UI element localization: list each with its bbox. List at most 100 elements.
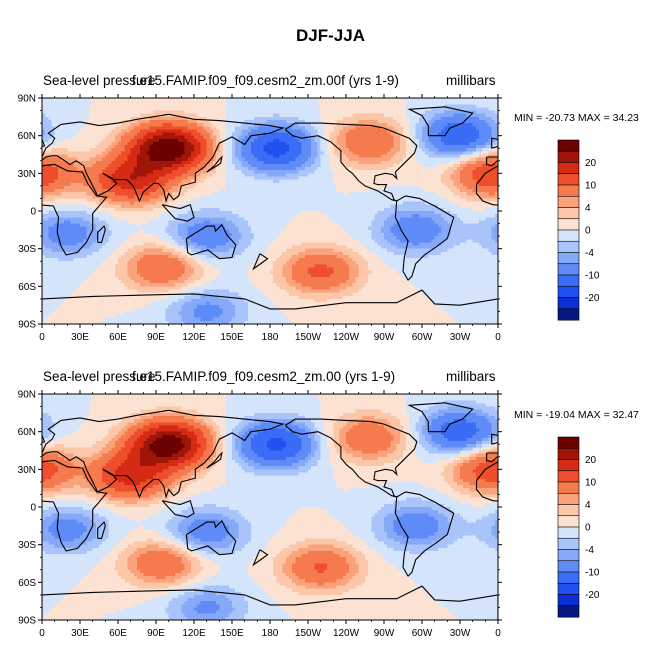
colorbar-swatch bbox=[557, 207, 580, 220]
colorbar-swatch bbox=[557, 139, 580, 152]
panel2-map: 0 30E 60E 90E 120E 150E 180 150W 120W 90W 60W 30W 09… bbox=[18, 390, 502, 639]
colorbar-label: -10 bbox=[585, 568, 600, 579]
y-tick-label: 60N bbox=[18, 427, 36, 438]
y-tick-label: 90N bbox=[18, 390, 36, 401]
panel2-left-label: Sea-level pressure bbox=[43, 369, 156, 384]
colorbar-swatch bbox=[557, 436, 580, 449]
colorbar-swatch bbox=[557, 285, 580, 298]
colorbar-swatch bbox=[557, 218, 580, 231]
colorbar-label: -20 bbox=[585, 590, 600, 601]
x-tick-label: 90E bbox=[147, 628, 165, 639]
panel1-left-label: Sea-level pressure bbox=[43, 73, 156, 88]
x-tick-label: 120W bbox=[333, 628, 360, 639]
y-tick-label: 90S bbox=[18, 616, 36, 627]
x-tick-label: 0 bbox=[495, 332, 501, 343]
colorbar-swatch bbox=[557, 297, 580, 310]
panel1-right-label: millibars bbox=[446, 73, 496, 88]
colorbar-swatch bbox=[557, 571, 580, 584]
colorbar-swatch bbox=[557, 582, 580, 595]
colorbar-swatch bbox=[557, 173, 580, 186]
x-tick-label: 120W bbox=[333, 332, 360, 343]
colorbar-label: -20 bbox=[585, 293, 600, 304]
panel1-map: 0 30E 60E 90E 120E 150E 180 150W 120W 90W 60W 30W 09… bbox=[18, 94, 502, 343]
colorbar-swatch bbox=[557, 162, 580, 175]
colorbar-swatch bbox=[557, 459, 580, 472]
panel1-minmax: MIN = -20.73 MAX = 34.23 bbox=[514, 112, 639, 124]
panel1-colorbar: 20 10 4 0 -4 -10 -20 bbox=[557, 139, 600, 321]
y-tick-label: 90N bbox=[18, 94, 36, 105]
colorbar-label: 4 bbox=[585, 500, 591, 511]
y-tick-label: 30S bbox=[18, 540, 36, 551]
x-tick-label: 180 bbox=[262, 628, 279, 639]
figure-title: DJF-JJA bbox=[0, 26, 661, 46]
colorbar-swatch bbox=[557, 504, 580, 517]
x-tick-label: 60W bbox=[412, 628, 433, 639]
panel2-colorbar: 20 10 4 0 -4 -10 -20 bbox=[557, 436, 600, 618]
x-tick-label: 0 bbox=[39, 628, 45, 639]
x-tick-label: 30W bbox=[450, 332, 471, 343]
colorbar-label: 0 bbox=[585, 226, 591, 237]
colorbar-swatch bbox=[557, 274, 580, 287]
colorbar-label: -4 bbox=[585, 545, 594, 556]
x-tick-label: 150E bbox=[220, 628, 244, 639]
colorbar-swatch bbox=[557, 492, 580, 505]
colorbar-label: 4 bbox=[585, 203, 591, 214]
colorbar-swatch bbox=[557, 195, 580, 208]
y-tick-label: 60S bbox=[18, 578, 36, 589]
x-tick-label: 0 bbox=[39, 332, 45, 343]
colorbar-swatch bbox=[557, 470, 580, 483]
colorbar-label: 10 bbox=[585, 478, 597, 489]
panel2-center-label: f.e15.FAMIP.f09_f09.cesm2_zm.00 (yrs 1-9… bbox=[132, 369, 395, 384]
x-tick-label: 30E bbox=[71, 332, 89, 343]
colorbar-swatch bbox=[557, 526, 580, 539]
x-tick-label: 90W bbox=[374, 332, 395, 343]
x-tick-label: 30W bbox=[450, 628, 471, 639]
y-tick-label: 30N bbox=[18, 169, 36, 180]
x-tick-label: 120E bbox=[182, 332, 206, 343]
x-tick-label: 90W bbox=[374, 628, 395, 639]
y-tick-label: 0 bbox=[30, 503, 36, 514]
colorbar-swatch bbox=[557, 150, 580, 163]
colorbar-swatch bbox=[557, 252, 580, 265]
y-tick-label: 0 bbox=[30, 207, 36, 218]
colorbar-swatch bbox=[557, 481, 580, 494]
x-tick-label: 90E bbox=[147, 332, 165, 343]
colorbar-swatch bbox=[557, 594, 580, 607]
coastlines bbox=[42, 402, 498, 620]
colorbar-swatch bbox=[557, 549, 580, 562]
colorbar-swatch bbox=[557, 605, 580, 618]
colorbar-swatch bbox=[557, 240, 580, 253]
x-tick-label: 30E bbox=[71, 628, 89, 639]
y-tick-label: 90S bbox=[18, 320, 36, 331]
y-tick-label: 60N bbox=[18, 131, 36, 142]
colorbar-swatch bbox=[557, 447, 580, 460]
panel1-center-label: f.e15.FAMIP.f09_f09.cesm2_zm.00f (yrs 1-… bbox=[132, 73, 399, 88]
colorbar-swatch bbox=[557, 263, 580, 276]
colorbar-label: -4 bbox=[585, 248, 594, 259]
x-tick-label: 0 bbox=[495, 628, 501, 639]
colorbar-swatch bbox=[557, 560, 580, 573]
colorbar-label: -10 bbox=[585, 271, 600, 282]
y-tick-label: 60S bbox=[18, 282, 36, 293]
colorbar-swatch bbox=[557, 184, 580, 197]
x-tick-label: 60E bbox=[109, 332, 127, 343]
coastlines bbox=[42, 106, 498, 324]
x-tick-label: 180 bbox=[262, 332, 279, 343]
x-tick-label: 150W bbox=[295, 628, 322, 639]
panel2-minmax: MIN = -19.04 MAX = 32.47 bbox=[514, 409, 639, 421]
x-tick-label: 60E bbox=[109, 628, 127, 639]
colorbar-swatch bbox=[557, 515, 580, 528]
sea-level-pressure-field bbox=[42, 394, 498, 620]
colorbar-swatch bbox=[557, 229, 580, 242]
colorbar-label: 10 bbox=[585, 181, 597, 192]
colorbar-label: 0 bbox=[585, 523, 591, 534]
x-tick-label: 150W bbox=[295, 332, 322, 343]
colorbar-label: 20 bbox=[585, 158, 597, 169]
x-tick-label: 120E bbox=[182, 628, 206, 639]
colorbar-swatch bbox=[557, 308, 580, 321]
sea-level-pressure-field bbox=[42, 98, 498, 324]
panel2-right-label: millibars bbox=[446, 369, 496, 384]
x-tick-label: 150E bbox=[220, 332, 244, 343]
x-tick-label: 60W bbox=[412, 332, 433, 343]
y-tick-label: 30N bbox=[18, 465, 36, 476]
